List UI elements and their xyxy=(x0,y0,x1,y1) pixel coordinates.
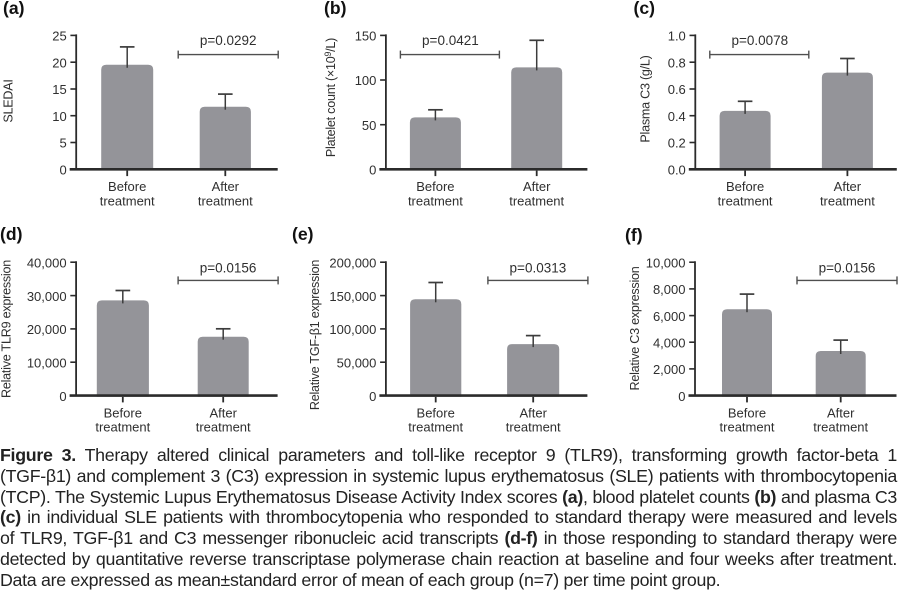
svg-text:treatment: treatment xyxy=(100,193,155,208)
svg-text:100: 100 xyxy=(355,73,377,88)
svg-text:10: 10 xyxy=(52,109,66,124)
svg-text:treatment: treatment xyxy=(408,420,463,435)
svg-text:0.6: 0.6 xyxy=(668,82,686,97)
svg-text:20,000: 20,000 xyxy=(27,322,67,337)
svg-text:Relative TLR9 expression: Relative TLR9 expression xyxy=(0,260,14,398)
svg-text:After: After xyxy=(834,179,862,194)
svg-text:treatment: treatment xyxy=(718,193,773,208)
svg-text:Before: Before xyxy=(108,179,146,194)
svg-text:p=0.0421: p=0.0421 xyxy=(422,33,479,48)
svg-text:30,000: 30,000 xyxy=(27,289,67,304)
svg-text:5: 5 xyxy=(59,136,66,151)
svg-text:(f): (f) xyxy=(625,225,643,245)
svg-text:treatment: treatment xyxy=(198,193,253,208)
svg-text:6,000: 6,000 xyxy=(653,309,686,324)
svg-text:0.2: 0.2 xyxy=(668,136,686,151)
svg-text:0: 0 xyxy=(59,163,66,178)
svg-text:Relative C3 expression: Relative C3 expression xyxy=(628,266,642,390)
svg-text:Before: Before xyxy=(728,405,766,420)
svg-text:p=0.0156: p=0.0156 xyxy=(200,261,257,276)
svg-text:25: 25 xyxy=(52,29,66,44)
svg-text:Before: Before xyxy=(726,179,764,194)
svg-text:After: After xyxy=(212,179,240,194)
svg-text:4,000: 4,000 xyxy=(653,335,686,350)
svg-text:0.4: 0.4 xyxy=(668,109,686,124)
svg-text:50,000: 50,000 xyxy=(337,355,377,370)
svg-text:Platelet count (×109/L): Platelet count (×109/L) xyxy=(323,38,338,157)
svg-text:Before: Before xyxy=(416,179,454,194)
svg-text:(a): (a) xyxy=(3,0,25,18)
svg-text:treatment: treatment xyxy=(408,193,463,208)
svg-text:After: After xyxy=(519,405,547,420)
svg-text:100,000: 100,000 xyxy=(329,322,376,337)
svg-text:40,000: 40,000 xyxy=(27,255,67,270)
svg-text:(b): (b) xyxy=(324,0,346,18)
svg-text:Relative TGF-β1 expression: Relative TGF-β1 expression xyxy=(308,260,322,411)
svg-text:10,000: 10,000 xyxy=(646,255,686,270)
svg-text:(c): (c) xyxy=(634,0,656,18)
svg-text:1.0: 1.0 xyxy=(668,29,686,44)
svg-text:Plasma C3 (g/L): Plasma C3 (g/L) xyxy=(639,55,653,142)
svg-text:p=0.0292: p=0.0292 xyxy=(200,33,257,48)
svg-text:50: 50 xyxy=(362,118,376,133)
svg-text:treatment: treatment xyxy=(509,193,564,208)
svg-text:0: 0 xyxy=(678,389,685,404)
svg-text:15: 15 xyxy=(52,82,66,97)
svg-text:treatment: treatment xyxy=(506,420,561,435)
svg-text:treatment: treatment xyxy=(95,420,150,435)
svg-text:p=0.0313: p=0.0313 xyxy=(510,261,567,276)
svg-text:SLEDAI: SLEDAI xyxy=(1,79,15,122)
svg-text:After: After xyxy=(523,179,551,194)
svg-text:0: 0 xyxy=(369,163,376,178)
svg-text:treatment: treatment xyxy=(196,420,251,435)
svg-text:(d): (d) xyxy=(0,224,22,244)
svg-text:(e): (e) xyxy=(292,224,314,244)
svg-text:treatment: treatment xyxy=(720,420,775,435)
svg-text:10,000: 10,000 xyxy=(27,355,67,370)
svg-text:0.8: 0.8 xyxy=(668,55,686,70)
svg-text:20: 20 xyxy=(52,55,66,70)
svg-text:200,000: 200,000 xyxy=(329,255,376,270)
svg-text:treatment: treatment xyxy=(820,193,875,208)
svg-text:0: 0 xyxy=(369,389,376,404)
svg-text:2,000: 2,000 xyxy=(653,362,686,377)
svg-text:p=0.0156: p=0.0156 xyxy=(819,261,876,276)
svg-text:8,000: 8,000 xyxy=(653,282,686,297)
svg-text:treatment: treatment xyxy=(813,420,868,435)
svg-text:Before: Before xyxy=(104,405,142,420)
svg-text:Before: Before xyxy=(417,405,455,420)
svg-text:0: 0 xyxy=(59,389,66,404)
svg-text:After: After xyxy=(209,405,237,420)
svg-text:0.0: 0.0 xyxy=(668,163,686,178)
svg-text:p=0.0078: p=0.0078 xyxy=(731,33,788,48)
svg-text:150: 150 xyxy=(355,29,377,44)
svg-text:150,000: 150,000 xyxy=(329,289,376,304)
svg-text:After: After xyxy=(827,405,855,420)
